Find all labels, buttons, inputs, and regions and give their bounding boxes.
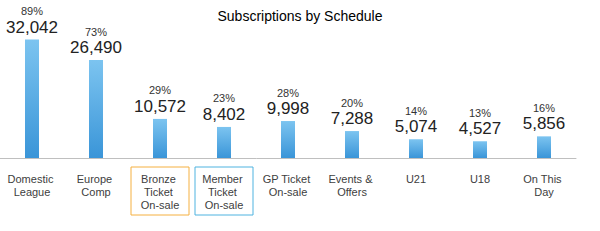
- svg-text:U18: U18: [470, 173, 490, 185]
- svg-text:On-sale: On-sale: [141, 199, 180, 211]
- svg-text:8,402: 8,402: [203, 105, 246, 124]
- svg-text:Comp: Comp: [81, 186, 110, 198]
- svg-text:League: League: [14, 186, 51, 198]
- svg-text:14%: 14%: [405, 105, 427, 117]
- svg-text:Offers: Offers: [337, 186, 367, 198]
- svg-text:7,288: 7,288: [331, 109, 374, 128]
- svg-text:On-sale: On-sale: [205, 199, 244, 211]
- svg-text:26,490: 26,490: [70, 38, 122, 57]
- svg-text:U21: U21: [406, 173, 426, 185]
- svg-text:29%: 29%: [149, 84, 171, 96]
- svg-text:Member: Member: [202, 173, 245, 185]
- svg-text:28%: 28%: [277, 87, 299, 99]
- svg-text:23%: 23%: [213, 92, 235, 104]
- svg-text:On-sale: On-sale: [269, 186, 308, 198]
- svg-text:Ticket: Ticket: [208, 186, 240, 198]
- svg-text:Bronze: Bronze: [141, 173, 179, 185]
- svg-text:5,074: 5,074: [395, 117, 438, 136]
- svg-text:5,856: 5,856: [523, 114, 566, 133]
- svg-text:32,042: 32,042: [6, 18, 58, 37]
- svg-text:73%: 73%: [85, 26, 107, 38]
- svg-text:9,998: 9,998: [267, 99, 310, 118]
- svg-text:20%: 20%: [341, 97, 363, 109]
- svg-text:10,572: 10,572: [134, 97, 186, 116]
- svg-text:13%: 13%: [469, 107, 491, 119]
- svg-text:Ticket: Ticket: [144, 186, 176, 198]
- svg-text:4,527: 4,527: [459, 119, 502, 138]
- svg-text:GP Ticket: GP Ticket: [263, 173, 314, 185]
- svg-text:On This: On This: [523, 173, 564, 185]
- svg-text:Day: Day: [534, 186, 554, 198]
- svg-text:16%: 16%: [533, 102, 555, 114]
- svg-text:89%: 89%: [21, 5, 43, 17]
- svg-text:Subscriptions by Schedule: Subscriptions by Schedule: [218, 8, 383, 24]
- svg-text:Domestic: Domestic: [8, 173, 57, 185]
- svg-text:Events &: Events &: [328, 173, 375, 185]
- svg-text:Europe: Europe: [77, 173, 116, 185]
